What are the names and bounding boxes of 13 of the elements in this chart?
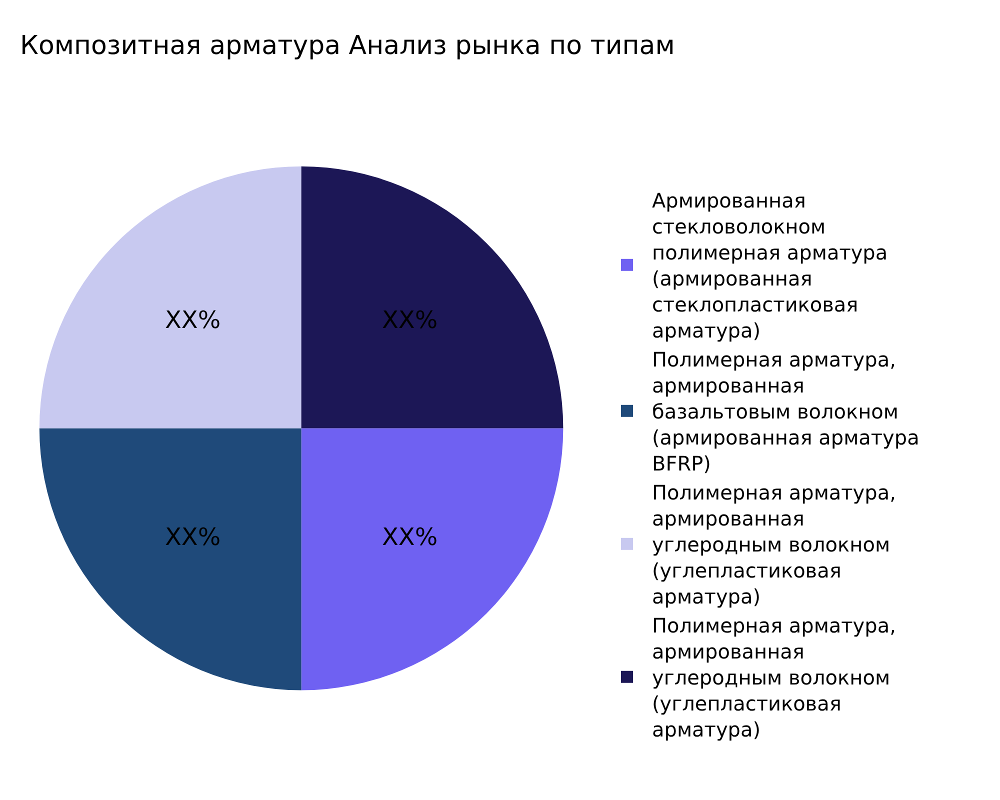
chart-title: Композитная арматура Анализ рынка по типам xyxy=(20,31,675,62)
data-label: XX% xyxy=(382,306,438,334)
pie-slice xyxy=(301,166,564,428)
pie-slice xyxy=(39,166,302,428)
legend-label: Армированная стекловолокном полимерная арматура (армированная стеклопластиковая арматура) xyxy=(652,188,888,343)
data-label: XX% xyxy=(164,306,221,334)
pie-slice xyxy=(301,428,564,690)
data-label: XX% xyxy=(382,522,438,551)
legend-label: Полимерная арматура, армированная углеродным волокном (углепластиковая арматура) xyxy=(652,480,896,609)
data-label: XX% xyxy=(164,522,221,551)
legend-label: Полимерная арматура, армированная углеродным волокном (углепластиковая арматура) xyxy=(652,614,896,742)
pie-slice xyxy=(39,428,302,690)
legend-label: Полимерная арматура, армированная базальтовым волокном (армированная арматура BFRP) xyxy=(652,348,920,476)
